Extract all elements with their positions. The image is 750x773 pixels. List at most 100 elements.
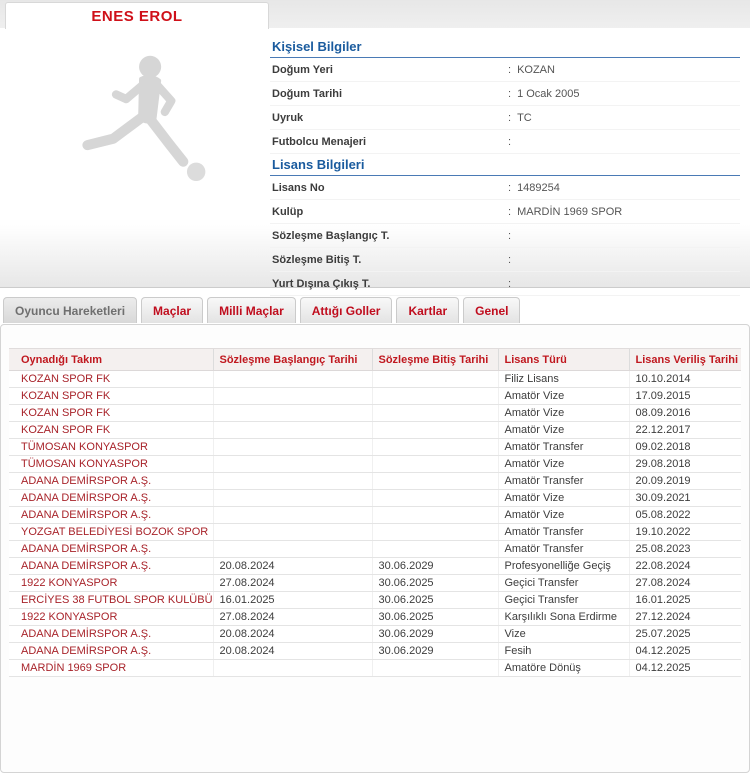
license-type-cell: Amatör Transfer <box>497 438 629 456</box>
license-issue-date-cell: 09.02.2018 <box>628 438 741 456</box>
team-link[interactable]: KOZAN SPOR FK <box>9 404 213 422</box>
contract-end-cell <box>371 506 498 524</box>
team-link[interactable]: ERCİYES 38 FUTBOL SPOR KULÜBÜ <box>9 591 213 609</box>
tab-genel[interactable]: Genel <box>463 297 521 323</box>
contract-end-cell <box>371 404 498 422</box>
team-link[interactable]: 1922 KONYASPOR <box>9 574 213 592</box>
team-link[interactable]: TÜMOSAN KONYASPOR <box>9 455 213 473</box>
license-type-cell: Amatör Vize <box>497 404 629 422</box>
info-value: 1 Ocak 2005 <box>517 87 580 100</box>
contract-end-cell <box>371 455 498 473</box>
team-link[interactable]: ADANA DEMİRSPOR A.Ş. <box>9 506 213 524</box>
team-link[interactable]: ADANA DEMİRSPOR A.Ş. <box>9 642 213 660</box>
info-colon: : <box>508 135 512 148</box>
team-link[interactable]: ADANA DEMİRSPOR A.Ş. <box>9 625 213 643</box>
license-type-cell: Amatör Vize <box>497 506 629 524</box>
license-type-cell: Amatör Transfer <box>497 540 629 558</box>
tab-kartlar[interactable]: Kartlar <box>396 297 460 323</box>
team-link[interactable]: ADANA DEMİRSPOR A.Ş. <box>9 472 213 490</box>
tab-attigi-goller[interactable]: Attığı Goller <box>299 297 393 323</box>
personal-section-title: Kişisel Bilgiler <box>270 36 740 58</box>
info-row: Yurt Dışına Çıkış T. : <box>270 272 740 296</box>
team-link[interactable]: ADANA DEMİRSPOR A.Ş. <box>9 540 213 558</box>
table-row: ADANA DEMİRSPOR A.Ş. 20.08.2024 30.06.20… <box>9 625 741 643</box>
license-type-cell: Amatör Transfer <box>497 523 629 541</box>
license-issue-date-cell: 29.08.2018 <box>628 455 741 473</box>
contract-start-cell <box>212 506 372 524</box>
contract-end-cell <box>371 472 498 490</box>
info-colon: : <box>508 205 512 218</box>
contract-end-cell: 30.06.2025 <box>371 608 498 626</box>
team-link[interactable]: KOZAN SPOR FK <box>9 421 213 439</box>
team-link[interactable]: ADANA DEMİRSPOR A.Ş. <box>9 557 213 575</box>
team-link[interactable]: ADANA DEMİRSPOR A.Ş. <box>9 489 213 507</box>
info-row: Sözleşme Başlangıç T. : <box>270 224 740 248</box>
info-colon: : <box>508 181 512 194</box>
column-header: Sözleşme Başlangıç Tarihi <box>212 348 372 371</box>
license-type-cell: Geçici Transfer <box>497 574 629 592</box>
info-label: Doğum Tarihi <box>272 87 343 100</box>
license-type-cell: Geçici Transfer <box>497 591 629 609</box>
info-colon: : <box>508 111 512 124</box>
info-row: Doğum Tarihi : 1 Ocak 2005 <box>270 82 740 106</box>
contract-start-cell: 16.01.2025 <box>212 591 372 609</box>
contract-end-cell <box>371 659 498 677</box>
license-issue-date-cell: 16.01.2025 <box>628 591 741 609</box>
profile-card: Kişisel Bilgiler Doğum Yeri : KOZAN Doğu… <box>0 28 750 296</box>
team-link[interactable]: KOZAN SPOR FK <box>9 370 213 388</box>
contract-end-cell <box>371 370 498 388</box>
contract-start-cell <box>212 489 372 507</box>
license-issue-date-cell: 22.12.2017 <box>628 421 741 439</box>
contract-end-cell <box>371 540 498 558</box>
contract-start-cell: 20.08.2024 <box>212 625 372 643</box>
license-type-cell: Filiz Lisans <box>497 370 629 388</box>
info-label: Futbolcu Menajeri <box>272 135 367 148</box>
movements-header-row: Oynadığı Takım Sözleşme Başlangıç Tarihi S… <box>9 348 741 371</box>
tab-maclar[interactable]: Maçlar <box>141 297 204 323</box>
contract-start-cell: 27.08.2024 <box>212 574 372 592</box>
team-link[interactable]: YOZGAT BELEDİYESİ BOZOK SPOR <box>9 523 213 541</box>
contract-start-cell <box>212 523 372 541</box>
table-row: KOZAN SPOR FK Amatör Vize 22.12.2017 <box>9 421 741 439</box>
table-row: 1922 KONYASPOR 27.08.2024 30.06.2025 Geç… <box>9 574 741 592</box>
contract-end-cell <box>371 421 498 439</box>
info-row: Uyruk : TC <box>270 106 740 130</box>
column-header: Lisans Veriliş Tarihi <box>628 348 741 371</box>
info-value: 1489254 <box>517 181 560 194</box>
info-label: Sözleşme Bitiş T. <box>272 253 362 266</box>
contract-start-cell <box>212 438 372 456</box>
license-issue-date-cell: 04.12.2025 <box>628 659 741 677</box>
team-link[interactable]: KOZAN SPOR FK <box>9 387 213 405</box>
tab-oyuncu-hareketleri[interactable]: Oyuncu Hareketleri <box>3 297 138 323</box>
info-row: Lisans No : 1489254 <box>270 176 740 200</box>
movements-table: Oynadığı Takım Sözleşme Başlangıç Tarihi S… <box>9 348 741 677</box>
contract-end-cell: 30.06.2025 <box>371 591 498 609</box>
team-link[interactable]: MARDİN 1969 SPOR <box>9 659 213 677</box>
player-info-area: Kişisel Bilgiler Doğum Yeri : KOZAN Doğu… <box>270 28 740 296</box>
info-label: Doğum Yeri <box>272 63 333 76</box>
license-info-rows: Lisans No : 1489254 Kulüp : MARDİN 1969 … <box>270 176 740 296</box>
info-label: Sözleşme Başlangıç T. <box>272 229 390 242</box>
personal-info-rows: Doğum Yeri : KOZAN Doğum Tarihi : 1 Ocak… <box>270 58 740 154</box>
license-issue-date-cell: 05.08.2022 <box>628 506 741 524</box>
team-link[interactable]: TÜMOSAN KONYASPOR <box>9 438 213 456</box>
info-colon: : <box>508 63 512 76</box>
license-type-cell: Amatör Vize <box>497 387 629 405</box>
contract-start-cell <box>212 370 372 388</box>
license-issue-date-cell: 19.10.2022 <box>628 523 741 541</box>
tab-milli-maclar[interactable]: Milli Maçlar <box>207 297 296 323</box>
info-row: Sözleşme Bitiş T. : <box>270 248 740 272</box>
license-type-cell: Fesih <box>497 642 629 660</box>
license-type-cell: Karşılıklı Sona Erdirme <box>497 608 629 626</box>
table-row: MARDİN 1969 SPOR Amatöre Dönüş 04.12.202… <box>9 659 741 677</box>
contract-end-cell <box>371 523 498 541</box>
contract-start-cell: 20.08.2024 <box>212 642 372 660</box>
info-row: Kulüp : MARDİN 1969 SPOR <box>270 200 740 224</box>
contract-start-cell: 27.08.2024 <box>212 608 372 626</box>
table-row: ADANA DEMİRSPOR A.Ş. Amatör Vize 05.08.2… <box>9 506 741 524</box>
info-colon: : <box>508 87 512 100</box>
player-silhouette-icon <box>82 55 206 182</box>
team-link[interactable]: 1922 KONYASPOR <box>9 608 213 626</box>
contract-end-cell: 30.06.2029 <box>371 625 498 643</box>
profile-card-tab-strip: ENES EROL <box>0 0 750 29</box>
